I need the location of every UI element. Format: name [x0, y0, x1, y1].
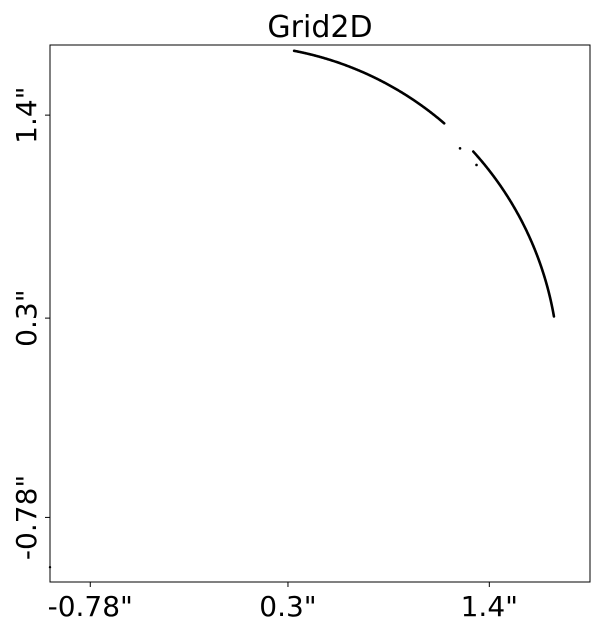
y-tick-label-2: 0.3" — [10, 289, 43, 346]
arc-segment-1 — [471, 150, 556, 318]
x-tick-label-3: 1.4" — [461, 590, 518, 623]
arc-point-1 — [458, 147, 462, 150]
arc-segment-2 — [292, 49, 446, 125]
x-tick-label-2: 0.3" — [259, 590, 316, 623]
chart-title: Grid2D — [267, 10, 372, 45]
y-tick-label-1: -0.78" — [10, 475, 43, 560]
y-tick-label-3: 1.4" — [10, 86, 43, 143]
plot-frame — [49, 44, 591, 583]
axes: -0.78" 0.3" 1.4" -0.78" 0.3" 1.4" — [10, 86, 518, 623]
x-tick-label-1: -0.78" — [48, 590, 133, 623]
arc-point-2 — [475, 163, 478, 167]
plot-area — [48, 49, 556, 569]
